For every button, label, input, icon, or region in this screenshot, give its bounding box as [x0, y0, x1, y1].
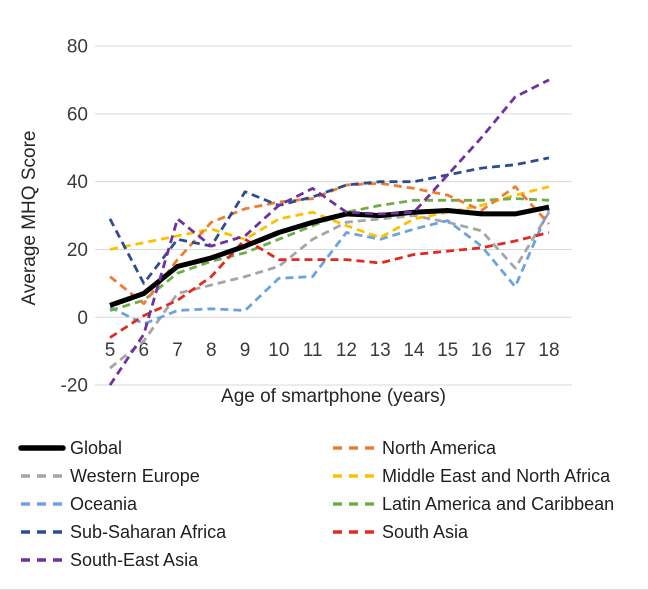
x-tick-label: 18 — [538, 340, 559, 361]
legend-label: Western Europe — [70, 465, 200, 486]
y-tick-label: 80 — [67, 37, 88, 58]
x-tick-label: 10 — [268, 340, 289, 361]
x-tick-label: 13 — [370, 340, 391, 361]
chart-legend: Global Western Europe Oceania Sub-Saharan A… — [18, 434, 632, 574]
x-tick-label: 8 — [206, 340, 217, 361]
series-line-western-europe — [109, 211, 551, 370]
legend-swatch-south-east-asia — [21, 558, 63, 562]
legend-swatch-oceania — [21, 502, 63, 506]
x-tick-label: 12 — [336, 340, 357, 361]
line-chart-plot: 80 60 40 20 0 -20 5 6 7 8 9 10 11 12 13 14 15 16 17 18 — [61, 37, 572, 397]
y-tick-label: 40 — [67, 172, 88, 193]
legend-swatch-south-asia — [333, 530, 375, 534]
legend-label: Oceania — [70, 493, 138, 514]
legend-item-latin-america-and-caribbean: Latin America and Caribbean — [330, 490, 632, 518]
legend-item-south-east-asia: South-East Asia — [18, 546, 330, 574]
series-line-global — [109, 204, 550, 308]
legend-item-middle-east-and-north-africa: Middle East and North Africa — [330, 462, 632, 490]
series-line-oceania — [109, 208, 551, 326]
legend-label: Sub-Saharan Africa — [70, 521, 227, 542]
x-tick-label: 9 — [240, 340, 251, 361]
series-line-sub-saharan-africa — [108, 156, 550, 285]
legend-label: South-East Asia — [70, 549, 199, 570]
x-tick-label: 15 — [437, 340, 458, 361]
legend-swatch-global — [18, 445, 66, 451]
legend-label: North America — [382, 437, 497, 458]
x-tick-label: 14 — [403, 340, 425, 361]
legend-item-global: Global — [18, 434, 330, 462]
legend-label: Global — [70, 437, 123, 458]
legend-label: Latin America and Caribbean — [382, 493, 615, 514]
legend-item-south-asia: South Asia — [330, 518, 632, 546]
legend-item-north-america: North America — [330, 434, 632, 462]
x-axis-title: Age of smartphone (years) — [221, 386, 446, 407]
legend-swatch-sub-saharan-africa — [21, 530, 63, 534]
y-tick-label: 60 — [67, 104, 88, 125]
series-line-south-east-asia — [108, 78, 550, 386]
legend-swatch-north-america — [333, 446, 375, 450]
legend-item-sub-saharan-africa: Sub-Saharan Africa — [18, 518, 330, 546]
x-tick-label: 11 — [303, 340, 323, 361]
x-tick-label: 17 — [505, 340, 526, 361]
legend-label: Middle East and North Africa — [382, 465, 611, 486]
x-tick-label: 7 — [172, 340, 183, 361]
legend-item-western-europe: Western Europe — [18, 462, 330, 490]
legend-item-oceania: Oceania — [18, 490, 330, 518]
series-line-north-america — [109, 181, 551, 306]
legend-swatch-western-europe — [21, 474, 63, 478]
legend-swatch-latin-america-and-caribbean — [333, 502, 375, 506]
x-tick-label: 16 — [471, 340, 492, 361]
legend-swatch-middle-east-and-north-africa — [333, 474, 375, 478]
legend-label: South Asia — [382, 521, 469, 542]
y-tick-label: 0 — [77, 308, 88, 329]
y-tick-label: 20 — [67, 240, 88, 261]
x-tick-label: 6 — [138, 340, 149, 361]
series-line-south-asia — [109, 231, 550, 339]
x-tick-label: 5 — [105, 340, 116, 361]
y-tick-label: -20 — [61, 376, 88, 397]
y-axis-title: Average MHQ Score — [19, 130, 40, 306]
